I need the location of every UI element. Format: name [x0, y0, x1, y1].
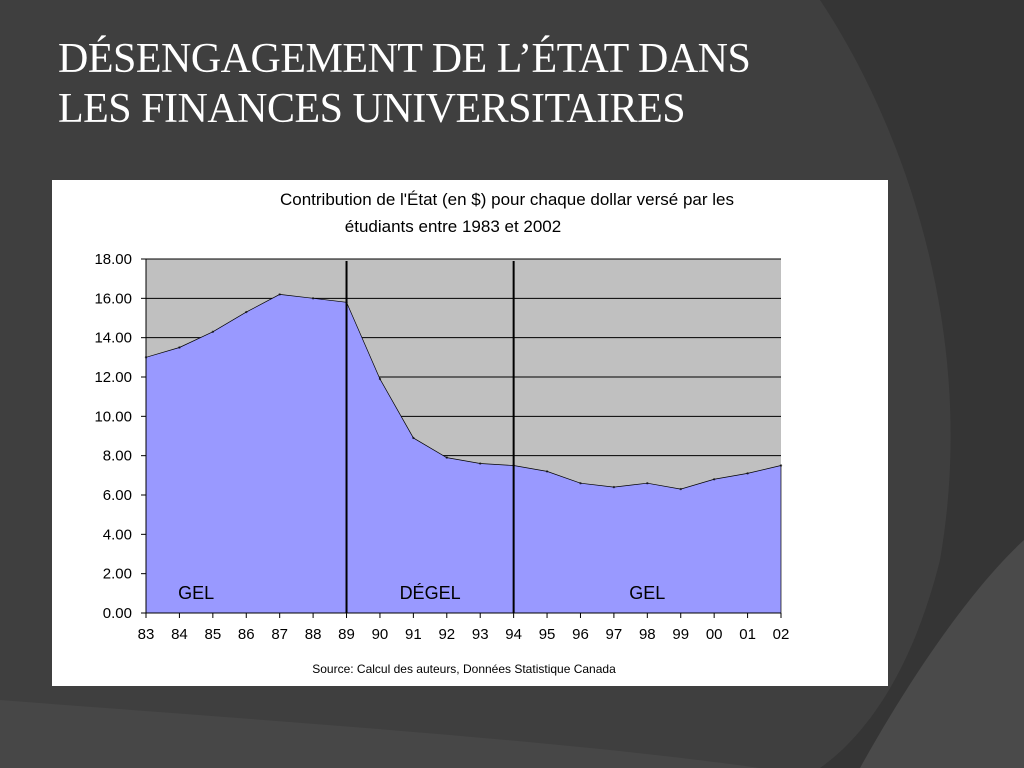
chart-title-line-1: Contribution de l'État (en $) pour chaqu… — [280, 190, 734, 209]
period-dividers — [345, 261, 515, 613]
x-tick-label-01: 01 — [739, 626, 756, 643]
x-tick-label-97: 97 — [606, 626, 623, 643]
data-point-93 — [479, 462, 482, 465]
y-tick-label-7: 14.00 — [94, 330, 132, 347]
slide-title-line-1: DÉSENGAGEMENT DE L’ÉTAT DANS — [58, 36, 751, 82]
data-point-83 — [144, 356, 148, 359]
y-tick-label-8: 16.00 — [94, 290, 132, 307]
y-tick-labels: 0.00 2.00 4.00 6.00 8.00 10.00 12.00 14.00 16.00… — [94, 251, 132, 622]
x-tick-label-92: 92 — [438, 626, 455, 643]
data-point-96 — [579, 482, 582, 485]
data-point-88 — [311, 297, 315, 300]
data-point-84 — [178, 346, 181, 349]
x-tick-label-87: 87 — [271, 626, 288, 643]
period-labels: GEL DÉGEL GEL — [178, 583, 665, 603]
y-tick-label-2: 4.00 — [103, 526, 132, 543]
x-tick-label-83: 83 — [138, 626, 155, 643]
data-point-95 — [545, 470, 549, 473]
x-tick-label-02: 02 — [773, 626, 790, 643]
chart-panel: Contribution de l'État (en $) pour chaqu… — [52, 180, 888, 686]
data-point-89 — [345, 301, 348, 304]
data-point-01 — [746, 472, 749, 475]
period-label-1: DÉGEL — [400, 583, 461, 603]
data-point-99 — [679, 487, 682, 491]
x-tick-label-95: 95 — [539, 626, 556, 643]
x-tick-label-96: 96 — [572, 626, 589, 643]
slide-title-line-2: LES FINANCES UNIVERSITAIRES — [58, 86, 686, 132]
x-tick-label-93: 93 — [472, 626, 489, 643]
y-tick-label-9: 18.00 — [94, 251, 132, 268]
y-tick-label-6: 12.00 — [94, 369, 132, 386]
data-point-94 — [512, 464, 515, 467]
data-point-86 — [245, 310, 248, 314]
y-tick-label-0: 0.00 — [103, 605, 132, 622]
y-tick-label-5: 10.00 — [94, 408, 132, 425]
x-tick-label-91: 91 — [405, 626, 422, 643]
y-tick-label-1: 2.00 — [103, 566, 132, 583]
x-tick-label-88: 88 — [305, 626, 322, 643]
x-tick-label-90: 90 — [372, 626, 389, 643]
data-point-91 — [412, 436, 415, 440]
x-tick-labels: 83 84 85 86 87 88 89 90 91 92 93 94 95 96 97 98 99 00 01 02 — [138, 626, 790, 643]
data-point-85 — [211, 330, 215, 333]
x-tick-label-85: 85 — [204, 626, 221, 643]
y-tick-label-3: 6.00 — [103, 487, 132, 504]
x-tick-label-94: 94 — [505, 626, 522, 643]
period-label-2: GEL — [629, 583, 665, 603]
chart-source-note: Source: Calcul des auteurs, Données Stat… — [312, 662, 616, 676]
data-point-98 — [646, 482, 649, 485]
data-point-97 — [612, 485, 616, 489]
y-tick-label-4: 8.00 — [103, 448, 132, 465]
x-tick-label-00: 00 — [706, 626, 723, 643]
data-point-87 — [278, 293, 281, 296]
slide-title: DÉSENGAGEMENT DE L’ÉTAT DANS LES FINANCE… — [58, 34, 958, 134]
period-label-0: GEL — [178, 583, 214, 603]
data-point-02 — [779, 464, 783, 467]
data-point-92 — [445, 456, 448, 459]
x-tick-label-99: 99 — [672, 626, 689, 643]
area-chart: Contribution de l'État (en $) pour chaqu… — [94, 190, 790, 676]
x-tick-label-98: 98 — [639, 626, 656, 643]
axes — [141, 258, 782, 618]
data-points — [144, 293, 783, 491]
data-point-00 — [712, 478, 716, 481]
chart-title-line-2: étudiants entre 1983 et 2002 — [345, 217, 561, 236]
x-tick-label-86: 86 — [238, 626, 255, 643]
x-tick-label-89: 89 — [338, 626, 355, 643]
data-point-90 — [378, 377, 382, 381]
x-tick-label-84: 84 — [171, 626, 188, 643]
